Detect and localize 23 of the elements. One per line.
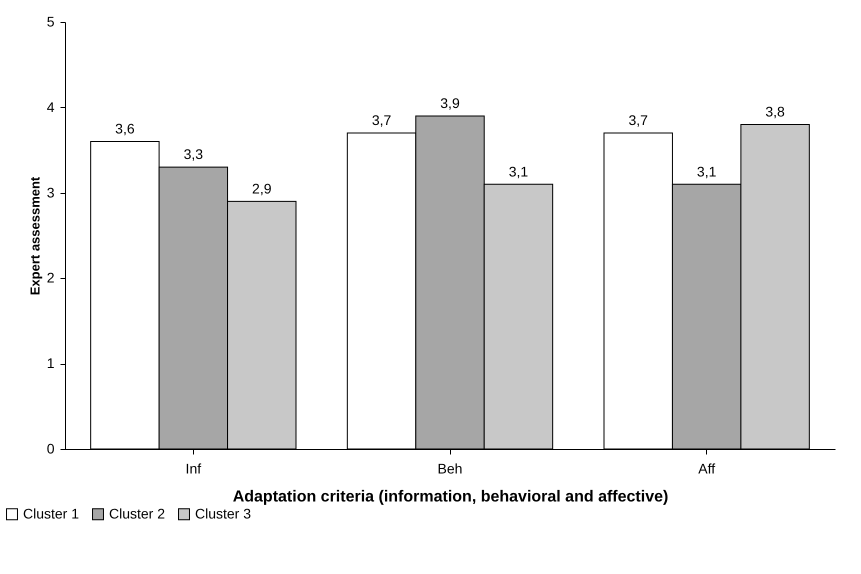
x-tick-label: Inf [186, 460, 202, 476]
y-tick-label: 2 [46, 270, 55, 286]
data-label: 3,1 [508, 163, 528, 180]
x-tick-label: Beh [438, 460, 462, 476]
data-label: 2,9 [252, 180, 272, 196]
data-label: 3,8 [765, 103, 786, 120]
x-axis-title: Adaptation criteria (information, behavioral and affective) [232, 488, 668, 506]
data-label: 3,6 [115, 120, 135, 137]
y-tick-label: 3 [46, 184, 55, 200]
x-tick-label: Aff [698, 460, 716, 476]
data-label: 3,7 [372, 112, 392, 128]
data-label: 3,3 [184, 146, 204, 162]
data-label: 3,7 [628, 112, 648, 128]
y-tick-label: 5 [46, 14, 55, 30]
legend-label: Cluster 2 [109, 505, 166, 522]
y-axis-title: Expert assessment [28, 176, 43, 296]
y-tick-label: 1 [46, 355, 55, 372]
legend-label: Cluster 3 [195, 505, 252, 522]
y-tick-label: 4 [46, 98, 55, 115]
legend-label: Cluster 1 [23, 505, 80, 522]
data-label: 3,1 [696, 163, 717, 180]
data-label: 3,9 [440, 94, 460, 111]
y-tick-label: 0 [46, 440, 55, 456]
